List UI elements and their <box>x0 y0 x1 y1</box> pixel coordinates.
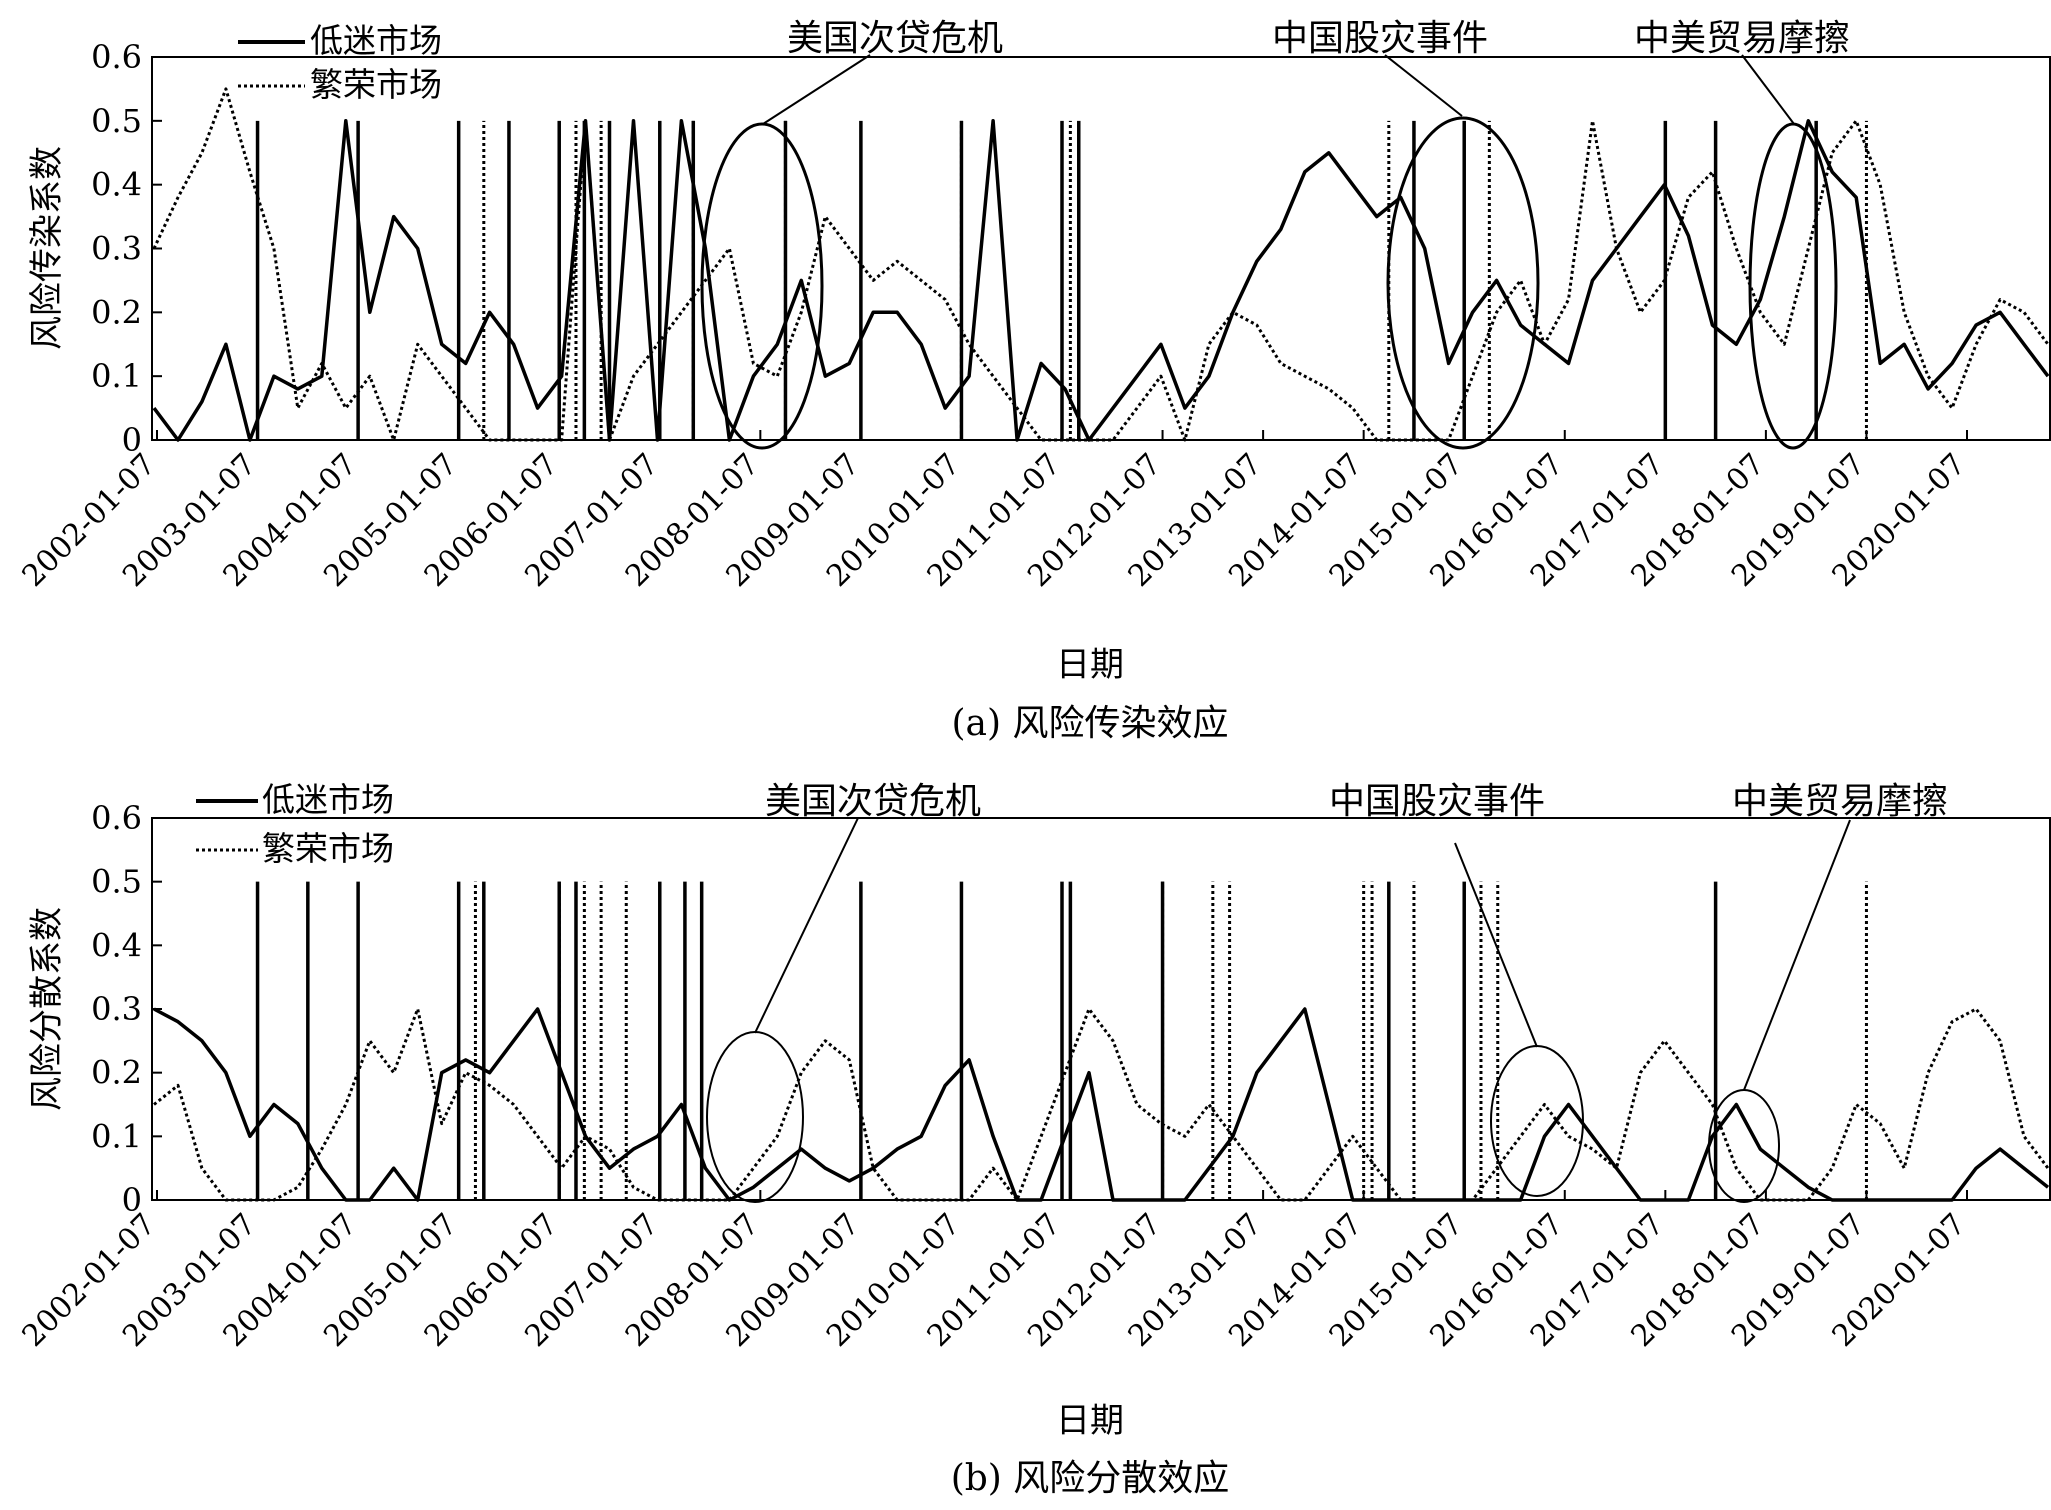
panel-caption: (b) 风险分散效应 <box>951 1458 1230 1499</box>
y-tick-label: 0.3 <box>91 990 142 1028</box>
y-tick-label: 0.6 <box>91 38 142 76</box>
legend-label-low-market: 低迷市场 <box>310 21 442 60</box>
panel-caption: (a) 风险传染效应 <box>952 703 1229 744</box>
annotation-stock-crash-ellipse <box>1490 1045 1584 1197</box>
annotation-subprime-pointer <box>754 817 859 1034</box>
series-line-low-market <box>152 119 2050 442</box>
y-tick-label: 0.2 <box>91 1054 142 1092</box>
annotation-stock-crash-ellipse <box>1386 116 1540 450</box>
annotation-subprime-label: 美国次贷危机 <box>765 781 981 822</box>
y-axis: 0 0.1 0.2 0.3 0.4 0.5 0.6 <box>91 799 162 1219</box>
annotation-trade-friction-label: 中美贸易摩擦 <box>1732 781 1948 822</box>
annotation-trade-friction-pointer <box>1743 819 1851 1091</box>
legend-label-low-market: 低迷市场 <box>262 780 394 819</box>
panel-b-risk-diversification: 0 0.1 0.2 0.3 0.4 0.5 0.6 2002-01-072003-01-07… <box>16 780 2051 1499</box>
series-layer <box>153 881 2050 1202</box>
annotation-subprime-label: 美国次贷危机 <box>787 18 1003 59</box>
plot-area <box>151 56 2051 441</box>
y-tick-label: 0 <box>122 1181 142 1219</box>
annotation-trade-friction-ellipse <box>1708 1089 1780 1203</box>
series-line-boom-market <box>152 87 2050 442</box>
x-axis-title: 日期 <box>1056 1401 1124 1441</box>
annotation-subprime-ellipse <box>700 122 824 450</box>
annotation-stock-crash-pointer <box>1454 842 1538 1048</box>
annotation-trade-friction-pointer <box>1741 54 1795 125</box>
x-axis-title: 日期 <box>1056 645 1124 685</box>
y-tick-label: 0.5 <box>91 863 142 901</box>
annotation-subprime-pointer <box>762 54 871 125</box>
series-line-low-market <box>153 1007 2050 1202</box>
series-line-boom-market <box>153 1007 2050 1202</box>
y-tick-label: 0.2 <box>91 293 142 331</box>
annotation-stock-crash-label: 中国股灾事件 <box>1329 781 1545 822</box>
annotations: 美国次贷危机 中国股灾事件 中美贸易摩擦 <box>706 781 1948 1203</box>
y-axis: 0 0.1 0.2 0.3 0.4 0.5 0.6 <box>91 38 162 459</box>
annotations: 美国次贷危机 中国股灾事件 中美贸易摩擦 <box>700 18 1850 450</box>
legend: 低迷市场 繁荣市场 <box>238 21 442 104</box>
annotation-stock-crash-pointer <box>1384 54 1463 117</box>
annotation-stock-crash-label: 中国股灾事件 <box>1272 18 1488 59</box>
annotation-trade-friction-label: 中美贸易摩擦 <box>1634 18 1850 59</box>
series-layer <box>152 87 2050 442</box>
y-tick-label: 0.4 <box>91 166 142 204</box>
y-tick-label: 0.4 <box>91 926 142 964</box>
y-tick-label: 0.3 <box>91 230 142 268</box>
legend-label-boom-market: 繁荣市场 <box>310 65 442 104</box>
y-axis-title: 风险分散系数 <box>27 907 67 1111</box>
annotation-trade-friction-ellipse <box>1748 122 1838 450</box>
y-tick-label: 0.1 <box>91 357 142 395</box>
y-tick-label: 0.6 <box>91 799 142 837</box>
y-tick-label: 0 <box>122 421 142 459</box>
y-tick-label: 0.5 <box>91 102 142 140</box>
legend: 低迷市场 繁荣市场 <box>196 780 394 868</box>
x-axis: 2002-01-072003-01-072004-01-072005-01-07… <box>16 430 1973 594</box>
y-tick-label: 0.1 <box>91 1117 142 1155</box>
panel-a-risk-contagion: 0 0.1 0.2 0.3 0.4 0.5 0.6 2002-01-072003-01-07… <box>16 18 2051 744</box>
x-axis: 2002-01-072003-01-072004-01-072005-01-07… <box>16 1190 1973 1354</box>
y-axis-title: 风险传染系数 <box>27 146 67 350</box>
legend-label-boom-market: 繁荣市场 <box>262 829 394 868</box>
annotation-subprime-ellipse <box>706 1031 804 1203</box>
